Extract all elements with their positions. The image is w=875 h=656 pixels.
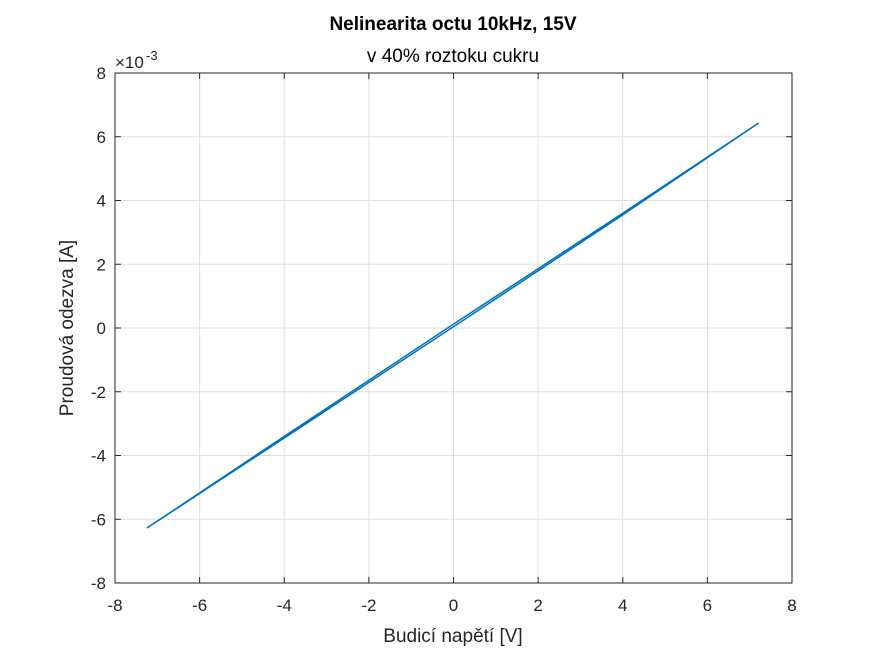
- x-tick-label: 0: [449, 596, 458, 615]
- y-tick-label: -4: [91, 447, 106, 466]
- x-tick-label: -6: [192, 596, 207, 615]
- x-tick-labels: -8 -6 -4 -2 0 2 4 6 8: [107, 596, 796, 615]
- y-tick-label: 8: [97, 64, 106, 83]
- series-layer: [146, 122, 759, 529]
- chart-title: Nelinearita octu 10kHz, 15V: [329, 14, 576, 35]
- y-exponent-base: ×10: [115, 53, 144, 72]
- y-tick-label: -6: [91, 510, 106, 529]
- x-tick-label: -2: [361, 596, 376, 615]
- x-tick-label: -8: [107, 596, 122, 615]
- y-tick-labels: -8 -6 -4 -2 0 2 4 6 8: [91, 64, 106, 593]
- y-tick-label: 4: [97, 192, 106, 211]
- x-tick-label: 4: [618, 596, 627, 615]
- y-axis-label: Proudová odezva [A]: [57, 240, 78, 416]
- tick-marks: [114, 72, 793, 584]
- x-axis-label: Budicí napětí [V]: [383, 626, 522, 647]
- x-tick-label: 2: [533, 596, 542, 615]
- y-tick-label: -8: [91, 574, 106, 593]
- chart-subtitle: v 40% roztoku cukru: [367, 46, 539, 67]
- x-tick-label: 8: [787, 596, 796, 615]
- y-tick-label: 0: [97, 319, 106, 338]
- y-tick-label: -2: [91, 383, 106, 402]
- y-tick-label: 2: [97, 255, 106, 274]
- y-tick-label: 6: [97, 128, 106, 147]
- x-tick-label: -4: [277, 596, 292, 615]
- y-exponent-power: -3: [146, 48, 158, 63]
- x-tick-label: 6: [703, 596, 712, 615]
